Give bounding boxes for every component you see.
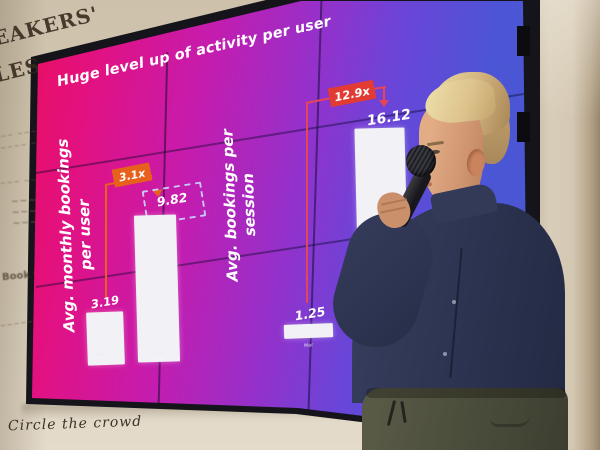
chart2-arrow-icon — [379, 100, 389, 107]
right-wall-highlight — [528, 0, 600, 120]
presenter-pants — [362, 388, 568, 450]
chart2-connector-line — [306, 103, 308, 303]
presenter-shirt-button — [443, 352, 447, 356]
wall-mount-bracket — [517, 26, 530, 56]
wall-mount-bracket — [517, 112, 530, 142]
presenter-waist-shadow — [366, 388, 566, 398]
presenter-shirt-button — [452, 300, 456, 304]
chart2-connector-line — [383, 88, 385, 101]
microphone-head — [406, 145, 436, 177]
pants-pocket — [490, 412, 530, 427]
chart1-connector-line — [105, 185, 107, 297]
